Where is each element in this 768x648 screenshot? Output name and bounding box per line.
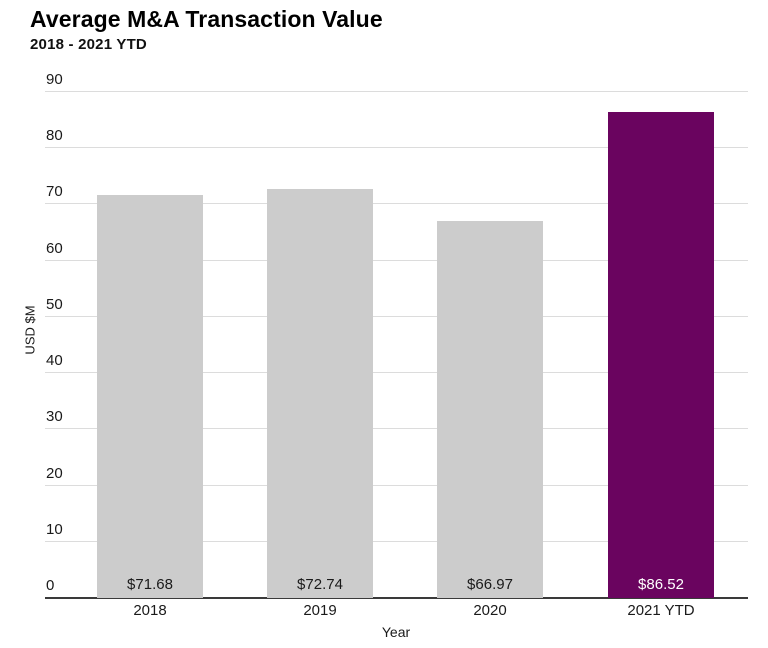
y-tick-label: 80 xyxy=(46,127,63,145)
y-gridline xyxy=(45,147,748,149)
x-tick-label: 2018 xyxy=(133,602,167,619)
y-tick-label: 70 xyxy=(46,183,63,201)
y-gridline xyxy=(45,372,748,374)
chart-title: Average M&A Transaction Value xyxy=(30,6,383,32)
x-tick-label: 2019 xyxy=(303,602,337,619)
bar-value-label: $71.68 xyxy=(127,576,173,593)
x-tick-label: 2020 xyxy=(473,602,507,619)
y-tick-label: 20 xyxy=(46,464,63,482)
y-gridline xyxy=(45,91,748,92)
y-tick-label: 30 xyxy=(46,408,63,426)
y-tick-label: 60 xyxy=(46,239,63,257)
x-tick-label: 2021 YTD xyxy=(627,602,695,619)
y-tick-label: 0 xyxy=(46,577,55,594)
bar-2018 xyxy=(97,195,203,598)
x-axis-line xyxy=(45,597,748,599)
y-gridline xyxy=(45,203,748,205)
chart-subtitle: 2018 - 2021 YTD xyxy=(30,36,147,53)
y-gridline xyxy=(45,259,748,261)
x-axis-title: Year xyxy=(381,624,411,640)
plot-area: 0 10 20 30 40 50 60 70 80 90 $71.68 2018 $72.74 2019 $… xyxy=(45,72,748,618)
y-gridline xyxy=(45,484,748,486)
bar-value-label: $66.97 xyxy=(467,576,513,593)
y-tick-label: 90 xyxy=(46,71,63,88)
y-gridline xyxy=(45,315,748,317)
bar-2020 xyxy=(437,221,543,598)
y-tick-label: 40 xyxy=(46,352,63,370)
bar-value-label: $86.52 xyxy=(638,576,684,593)
y-gridline xyxy=(45,540,748,542)
bar-value-label: $72.74 xyxy=(297,576,343,593)
y-gridline xyxy=(45,428,748,430)
y-axis-title: USD $M xyxy=(22,305,38,355)
y-tick-label: 10 xyxy=(46,520,63,538)
bar-2021-ytd xyxy=(608,111,714,598)
bar-2019 xyxy=(267,189,373,598)
y-tick-label: 50 xyxy=(46,295,63,313)
